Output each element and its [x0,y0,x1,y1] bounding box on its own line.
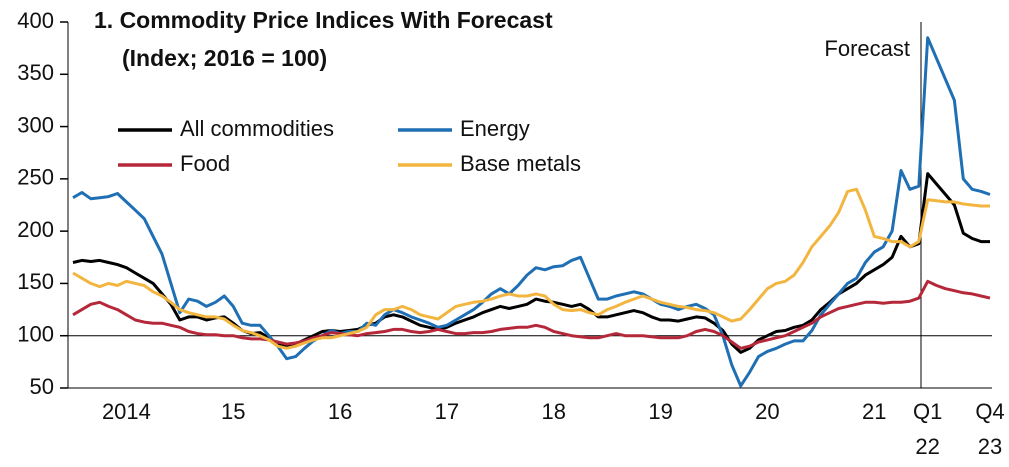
x-tick-label-line: Q1 [913,399,942,424]
y-tick-label: 150 [17,269,54,294]
y-tick-label: 250 [17,165,54,190]
x-tick-label: 21 [862,399,886,424]
x-tick-label: 19 [648,399,672,424]
series-line [72,279,991,350]
x-tick-label: 18 [542,399,566,424]
x-tick-label: 2014 [102,399,151,424]
y-tick-label: 100 [17,322,54,347]
legend-label: Food [180,151,230,176]
chart-title: 1. Commodity Price Indices With Forecast [94,7,553,33]
forecast-annotation: Forecast [824,36,910,61]
x-tick-label: 15 [221,399,245,424]
legend-label: All commodities [180,116,334,141]
x-tick-label: Q1 22 [913,399,942,459]
legend-label: Base metals [460,151,581,176]
y-tick-label: 200 [17,217,54,242]
x-tick-label: Q4 23 [975,399,1004,459]
chart-subtitle: (Index; 2016 = 100) [122,45,327,71]
y-tick-label: 350 [17,60,54,85]
x-tick-label: 16 [328,399,352,424]
x-tick-label-line: Q4 [975,399,1004,424]
x-tick-label: 20 [755,399,779,424]
x-tick-label: 17 [435,399,459,424]
y-tick-label: 50 [30,374,54,399]
series-line [72,36,991,388]
y-tick-label: 400 [17,8,54,33]
x-tick-label-line: 22 [915,434,939,459]
x-tick-label-line: 23 [978,434,1002,459]
y-tick-label: 300 [17,112,54,137]
series-line [72,187,990,350]
legend-label: Energy [460,116,530,141]
